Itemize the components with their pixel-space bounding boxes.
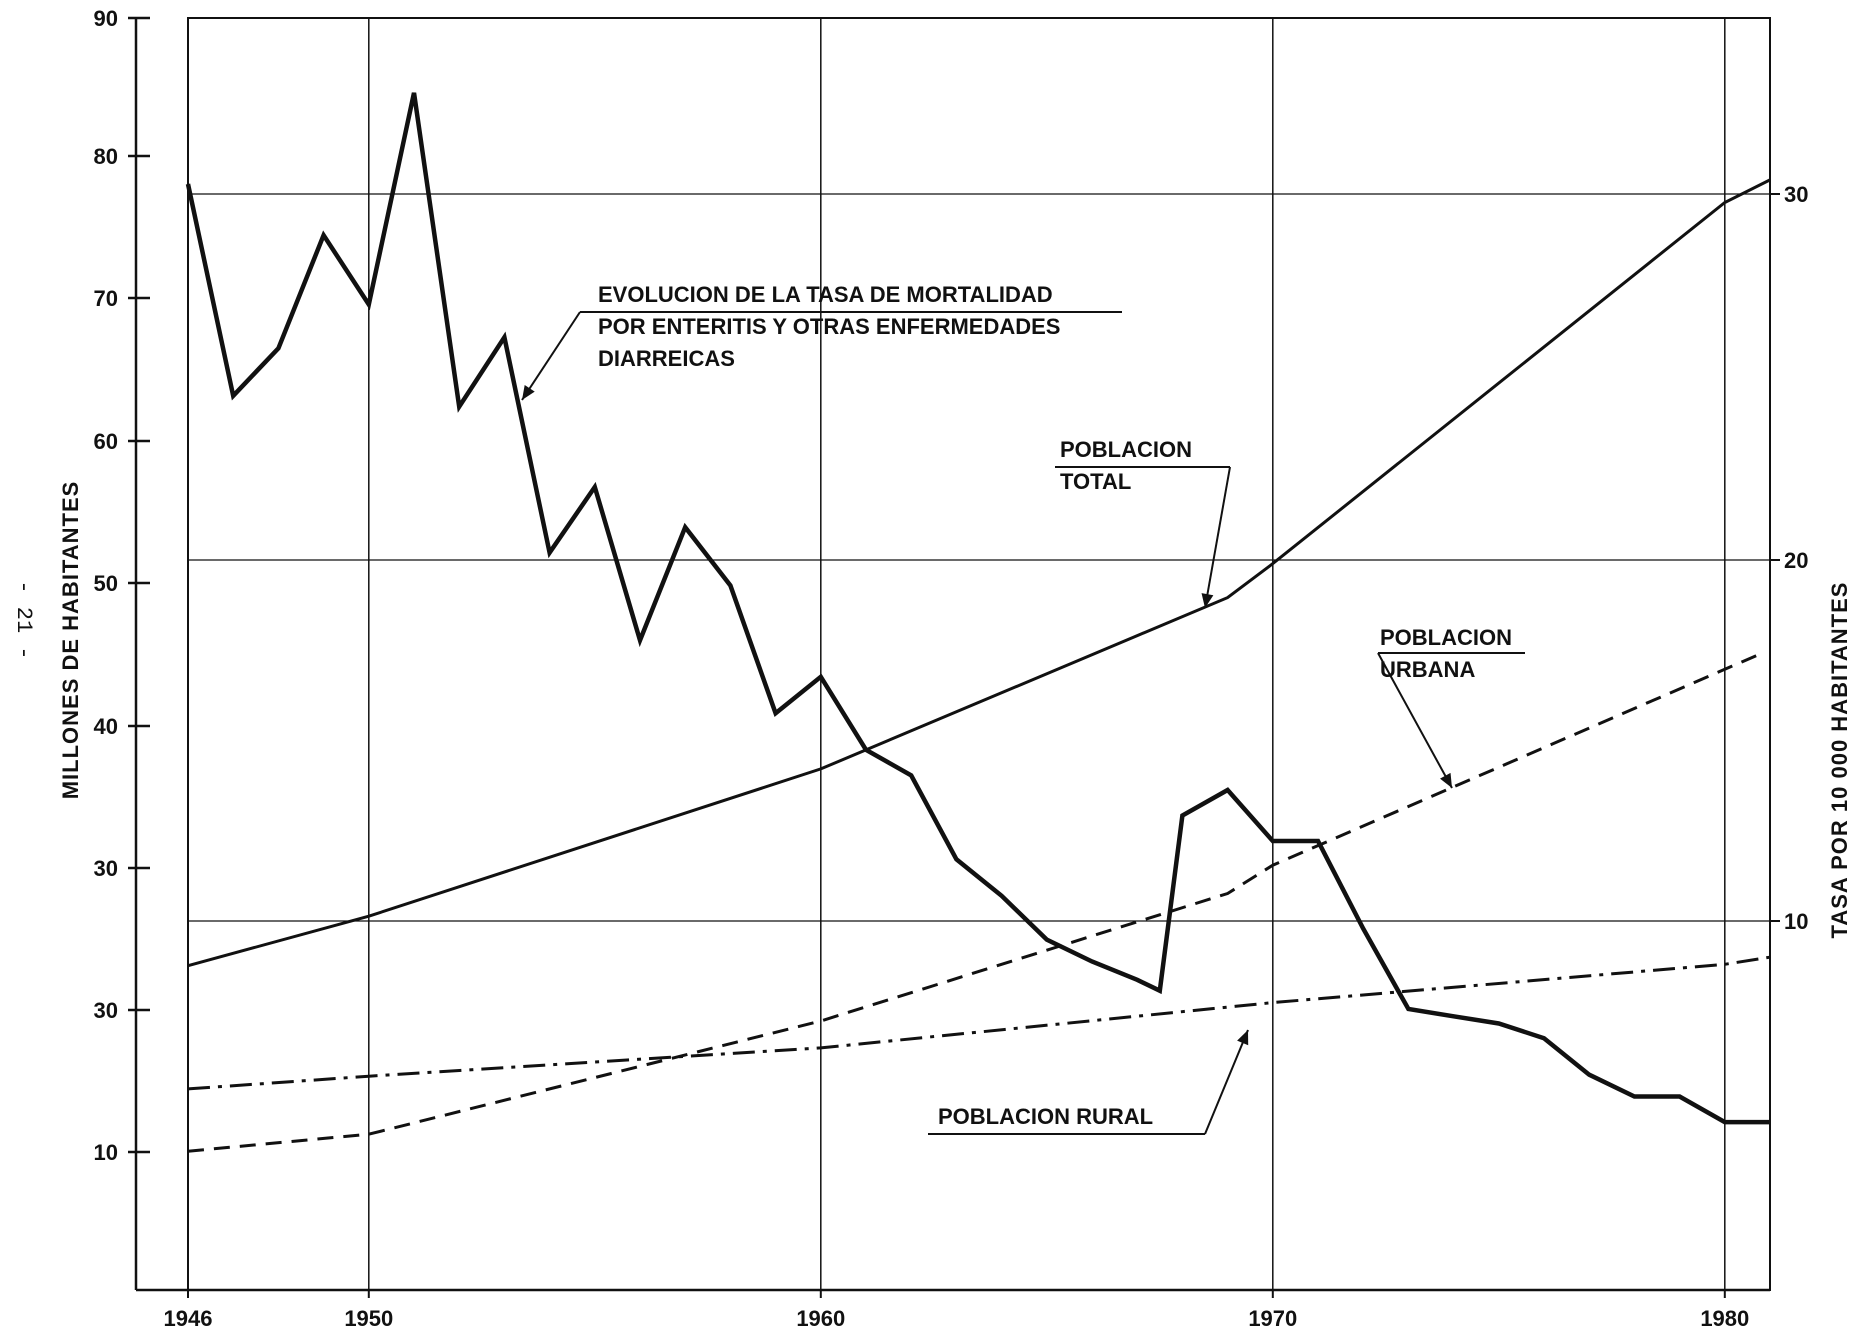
tick-labels: 1946 1950 1960 1970 1980 10 20 30 10 30 30 40 50 60 70…	[94, 6, 1809, 1331]
y-tick-label: 70	[94, 286, 118, 311]
y-tick-label: 60	[94, 429, 118, 454]
y2-axis-title: TASA POR 10 000 HABITANTES	[1827, 582, 1852, 939]
annotation-text: POBLACION	[1060, 437, 1192, 462]
y-tick-label: 80	[94, 144, 118, 169]
annotation-text: TOTAL	[1060, 469, 1131, 494]
annotation-text: DIARREICAS	[598, 346, 735, 371]
arrow-head-icon	[1237, 1030, 1249, 1046]
y2-tick-label: 20	[1784, 548, 1808, 573]
annotation-leader	[521, 311, 581, 401]
series-line-2	[187, 654, 1757, 1153]
arrow-head-icon	[1201, 593, 1214, 608]
x-tick-label: 1950	[344, 1306, 393, 1331]
annotation-text: EVOLUCION DE LA TASA DE MORTALIDAD	[598, 282, 1053, 307]
annotation-text: POBLACION RURAL	[938, 1104, 1153, 1129]
x-tick-label: 1946	[164, 1306, 213, 1331]
y-axis-title: MILLONES DE HABITANTES	[58, 481, 83, 800]
series-line-1	[187, 178, 1771, 968]
x-tick-label: 1960	[796, 1306, 845, 1331]
x-tick-label: 1980	[1700, 1306, 1749, 1331]
y-tick-label: 10	[94, 1140, 118, 1165]
y2-tick-label: 10	[1784, 909, 1808, 934]
y-tick-label: 90	[94, 6, 118, 31]
arrow-head-icon	[522, 385, 535, 400]
annotation-leader	[1204, 466, 1231, 609]
annotation-leader	[1377, 652, 1453, 789]
y-tick-label: 40	[94, 714, 118, 739]
page-number: - 21 -	[11, 580, 36, 659]
x-tick-label: 1970	[1248, 1306, 1297, 1331]
series-line-3	[187, 955, 1771, 1091]
arrow-head-icon	[1440, 772, 1452, 788]
annotations: EVOLUCION DE LA TASA DE MORTALIDAD POR EN…	[521, 282, 1525, 1135]
y-tick-label: 30	[94, 998, 118, 1023]
y-tick-label: 30	[94, 856, 118, 881]
annotation-text: POR ENTERITIS Y OTRAS ENFERMEDADES	[598, 314, 1060, 339]
series-lines	[185, 92, 1771, 1153]
axes	[128, 16, 1780, 1298]
annotation-text: POBLACION	[1380, 625, 1512, 650]
annotation-text: URBANA	[1380, 657, 1475, 682]
y-tick-label: 50	[94, 571, 118, 596]
annotation-leader	[1204, 1029, 1249, 1135]
y2-tick-label: 30	[1784, 182, 1808, 207]
series-line-0	[185, 92, 1770, 1125]
plot-frame	[187, 17, 1771, 1291]
grid	[187, 18, 1770, 1290]
